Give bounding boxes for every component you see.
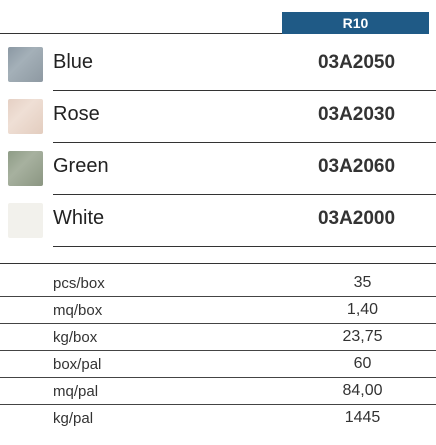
color-row-rose: Rose 03A2030 <box>0 90 436 142</box>
packaging-value: 1445 <box>344 409 381 426</box>
row-divider <box>53 246 436 247</box>
white-swatch <box>8 203 43 238</box>
packaging-row: kg/box 23,75 <box>0 327 436 349</box>
packaging-label: kg/pal <box>53 410 94 427</box>
packaging-label: mq/pal <box>53 383 99 400</box>
header-rule <box>0 33 282 34</box>
packaging-row: box/pal 60 <box>0 354 436 376</box>
color-row-blue: Blue 03A2050 <box>0 38 436 90</box>
color-name: Rose <box>53 103 100 125</box>
packaging-row: kg/pal 1445 <box>0 408 436 430</box>
packaging-row: mq/pal 84,00 <box>0 381 436 403</box>
row-divider <box>53 90 436 91</box>
product-code: 03A2030 <box>317 104 396 125</box>
packaging-label: box/pal <box>53 356 102 373</box>
packaging-value: 23,75 <box>342 328 383 345</box>
packaging-value: 1,40 <box>346 301 379 318</box>
packaging-divider <box>0 323 436 324</box>
color-name: Blue <box>53 51 94 73</box>
packaging-divider <box>0 296 436 297</box>
packaging-divider <box>0 404 436 405</box>
product-code: 03A2050 <box>317 52 396 73</box>
blue-swatch <box>8 47 43 82</box>
packaging-label: pcs/box <box>53 275 105 292</box>
packaging-row: pcs/box 35 <box>0 273 436 295</box>
green-swatch <box>8 151 43 186</box>
color-row-green: Green 03A2060 <box>0 142 436 194</box>
rose-swatch <box>8 99 43 134</box>
packaging-top-rule <box>0 263 436 264</box>
product-code: 03A2000 <box>317 208 396 229</box>
packaging-value: 60 <box>353 355 372 372</box>
slip-rating-badge: R10 <box>282 12 429 34</box>
row-divider <box>53 142 436 143</box>
packaging-value: 35 <box>353 274 372 291</box>
row-divider <box>53 194 436 195</box>
packaging-row: mq/box 1,40 <box>0 300 436 322</box>
packaging-label: kg/box <box>53 329 98 346</box>
packaging-label: mq/box <box>53 302 103 319</box>
product-code: 03A2060 <box>317 156 396 177</box>
color-row-white: White 03A2000 <box>0 194 436 246</box>
packaging-divider <box>0 377 436 378</box>
color-name: Green <box>53 155 109 177</box>
packaging-value: 84,00 <box>342 382 383 399</box>
color-name: White <box>53 207 105 229</box>
packaging-divider <box>0 350 436 351</box>
